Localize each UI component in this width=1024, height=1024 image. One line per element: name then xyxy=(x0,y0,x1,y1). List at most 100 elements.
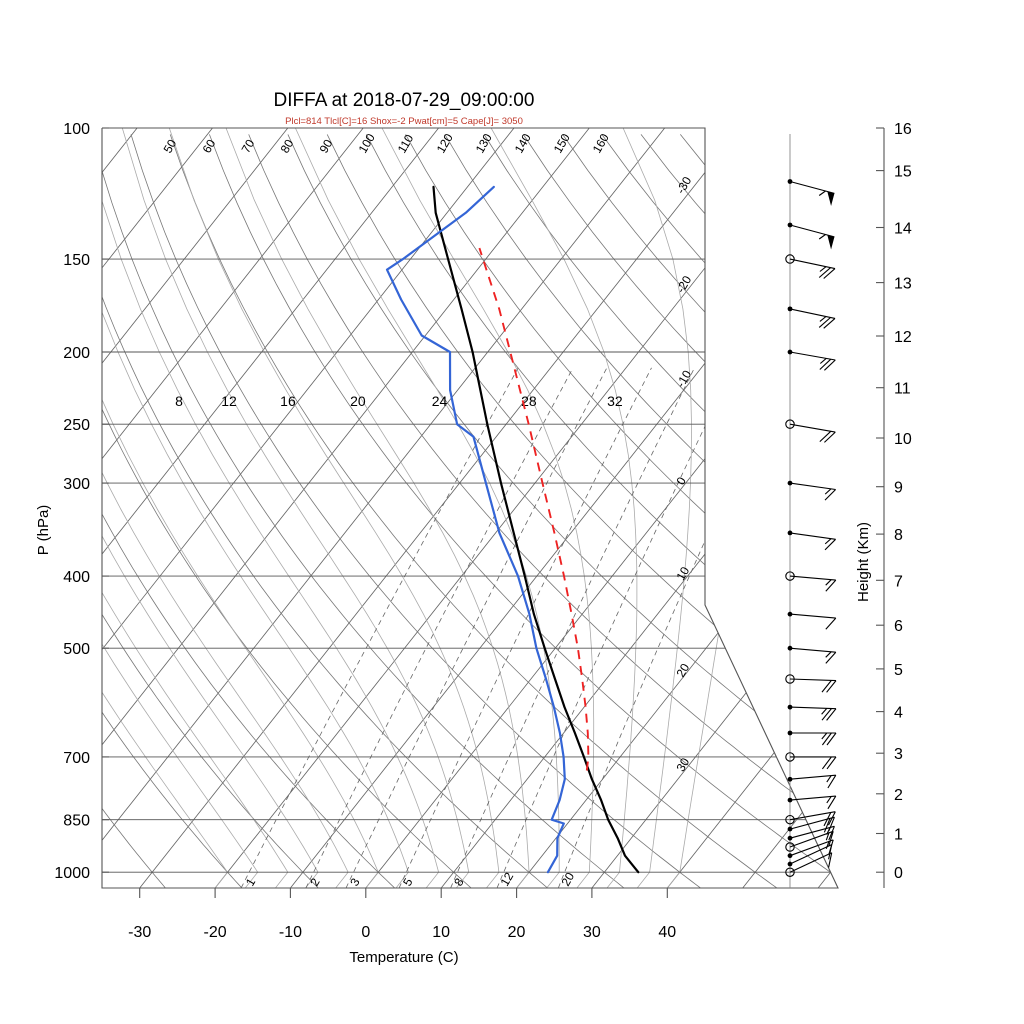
wind-barb-full xyxy=(826,680,837,693)
temperature-tick-label: 40 xyxy=(658,924,676,941)
mixing-ratio-line xyxy=(305,367,574,888)
height-tick-label: 14 xyxy=(894,221,912,238)
pressure-tick-label: 400 xyxy=(63,569,90,586)
dry-adiabat-label: 60 xyxy=(200,137,219,156)
wind-level-marker xyxy=(785,674,795,684)
dry-adiabat xyxy=(102,134,166,888)
dry-adiabat xyxy=(287,134,838,888)
moist-adiabat-label: 20 xyxy=(350,393,366,409)
moist-adiabat xyxy=(121,128,470,888)
wind-level-marker xyxy=(787,222,793,228)
wind-barb-shaft xyxy=(789,825,835,839)
wind-level-marker xyxy=(787,306,793,312)
wind-barb-half xyxy=(825,579,832,586)
wind-barb-full xyxy=(825,651,837,664)
wind-barb-full xyxy=(821,708,832,721)
wind-barb-shaft xyxy=(789,575,836,581)
wind-barb-pennant xyxy=(827,234,835,250)
pressure-tick-label: 500 xyxy=(63,641,90,658)
moist-adiabat xyxy=(622,128,692,888)
wind-level-marker xyxy=(785,842,795,852)
moist-adiabat-label: 12 xyxy=(221,393,237,409)
wind-barb xyxy=(789,351,836,371)
moist-adiabat xyxy=(102,128,409,888)
dry-adiabat-label: 160 xyxy=(590,131,612,156)
wind-barb-full xyxy=(826,732,837,746)
height-tick-label: 6 xyxy=(894,618,903,635)
wind-barb-shaft xyxy=(789,706,837,710)
dry-adiabat xyxy=(130,134,701,888)
wind-barb xyxy=(789,706,837,721)
wind-barb xyxy=(789,423,836,443)
height-tick-label: 7 xyxy=(894,573,903,590)
height-tick-label: 9 xyxy=(894,480,903,497)
wind-barb-full xyxy=(821,680,832,693)
wind-barb-full xyxy=(825,579,837,592)
wind-barb-shaft xyxy=(789,678,837,682)
dry-adiabat-label: 110 xyxy=(395,132,417,156)
dry-adiabat xyxy=(679,134,838,888)
temperature-tick-label: -30 xyxy=(128,924,151,941)
moist-adiabat xyxy=(102,128,319,888)
wind-level-marker xyxy=(787,480,793,486)
wind-barb-full xyxy=(821,732,832,746)
isotherm xyxy=(666,128,838,888)
mixing-ratio-line xyxy=(450,367,695,888)
wind-level-marker xyxy=(787,826,793,832)
dry-adiabat-label: 90 xyxy=(317,137,336,156)
mixing-ratio-label: 12 xyxy=(497,870,516,889)
wind-barb-full xyxy=(824,489,836,501)
dry-adiabat xyxy=(405,134,838,888)
dry-adiabat xyxy=(102,134,625,888)
dry-adiabat-label: 50 xyxy=(161,137,180,156)
height-tick-label: 3 xyxy=(894,746,903,763)
moist-adiabat-label: 28 xyxy=(521,393,537,409)
wind-level-marker xyxy=(787,730,793,736)
mixing-ratio-line xyxy=(557,367,785,888)
wind-level-marker xyxy=(785,752,795,762)
isotherm-right-label: -30 xyxy=(673,174,694,196)
wind-barb-half xyxy=(825,841,830,849)
wind-level-marker xyxy=(787,861,793,867)
wind-barb-full xyxy=(827,774,837,789)
temperature-tick-label: 10 xyxy=(432,924,450,941)
wind-barb-shaft xyxy=(789,258,836,270)
wind-barb-half xyxy=(818,234,826,240)
dry-adiabat-label: 130 xyxy=(473,131,495,156)
dry-adiabat xyxy=(102,134,243,888)
wind-barb xyxy=(789,678,837,693)
wind-barb-shaft xyxy=(789,774,836,780)
dry-adiabat xyxy=(102,134,395,888)
wind-barb-half xyxy=(819,266,827,272)
page-title: DIFFA at 2018-07-29_09:00:00 xyxy=(274,90,535,111)
x-axis-label: Temperature (C) xyxy=(349,949,458,966)
height-tick-label: 4 xyxy=(894,705,903,722)
wind-level-marker xyxy=(785,814,795,825)
mixing-ratio-label: 1 xyxy=(243,875,259,888)
wind-barb-shaft xyxy=(789,830,834,848)
wind-barb-shaft xyxy=(789,613,836,619)
height-tick-label: 10 xyxy=(894,431,912,448)
wind-barb xyxy=(789,613,837,630)
isotherm xyxy=(102,128,439,888)
wind-level-marker xyxy=(787,349,793,355)
sounding-indices: Plcl=814 Tlcl[C]=16 Shox=-2 Pwat[cm]=5 C… xyxy=(285,116,523,127)
wind-barb-shaft xyxy=(789,844,832,865)
temperature-tick-label: 20 xyxy=(508,924,526,941)
wind-barb-shaft xyxy=(789,811,836,821)
dry-adiabat-label: 140 xyxy=(512,131,534,156)
wind-barb-half xyxy=(825,651,832,658)
wind-barb-full xyxy=(828,852,833,868)
moist-adiabat-label: 16 xyxy=(280,393,296,409)
moist-adiabat xyxy=(102,128,259,888)
wind-barb-full xyxy=(821,756,832,770)
sounding-curves xyxy=(385,185,640,874)
wind-level-marker xyxy=(787,797,793,803)
wind-level-marker xyxy=(787,776,793,782)
dry-adiabat xyxy=(102,134,319,888)
mixing-ratio-label: 3 xyxy=(347,875,363,888)
dry-adiabat-label: 70 xyxy=(239,137,258,156)
dry-adiabat-label: 80 xyxy=(278,137,297,156)
dry-adiabat xyxy=(522,134,838,888)
